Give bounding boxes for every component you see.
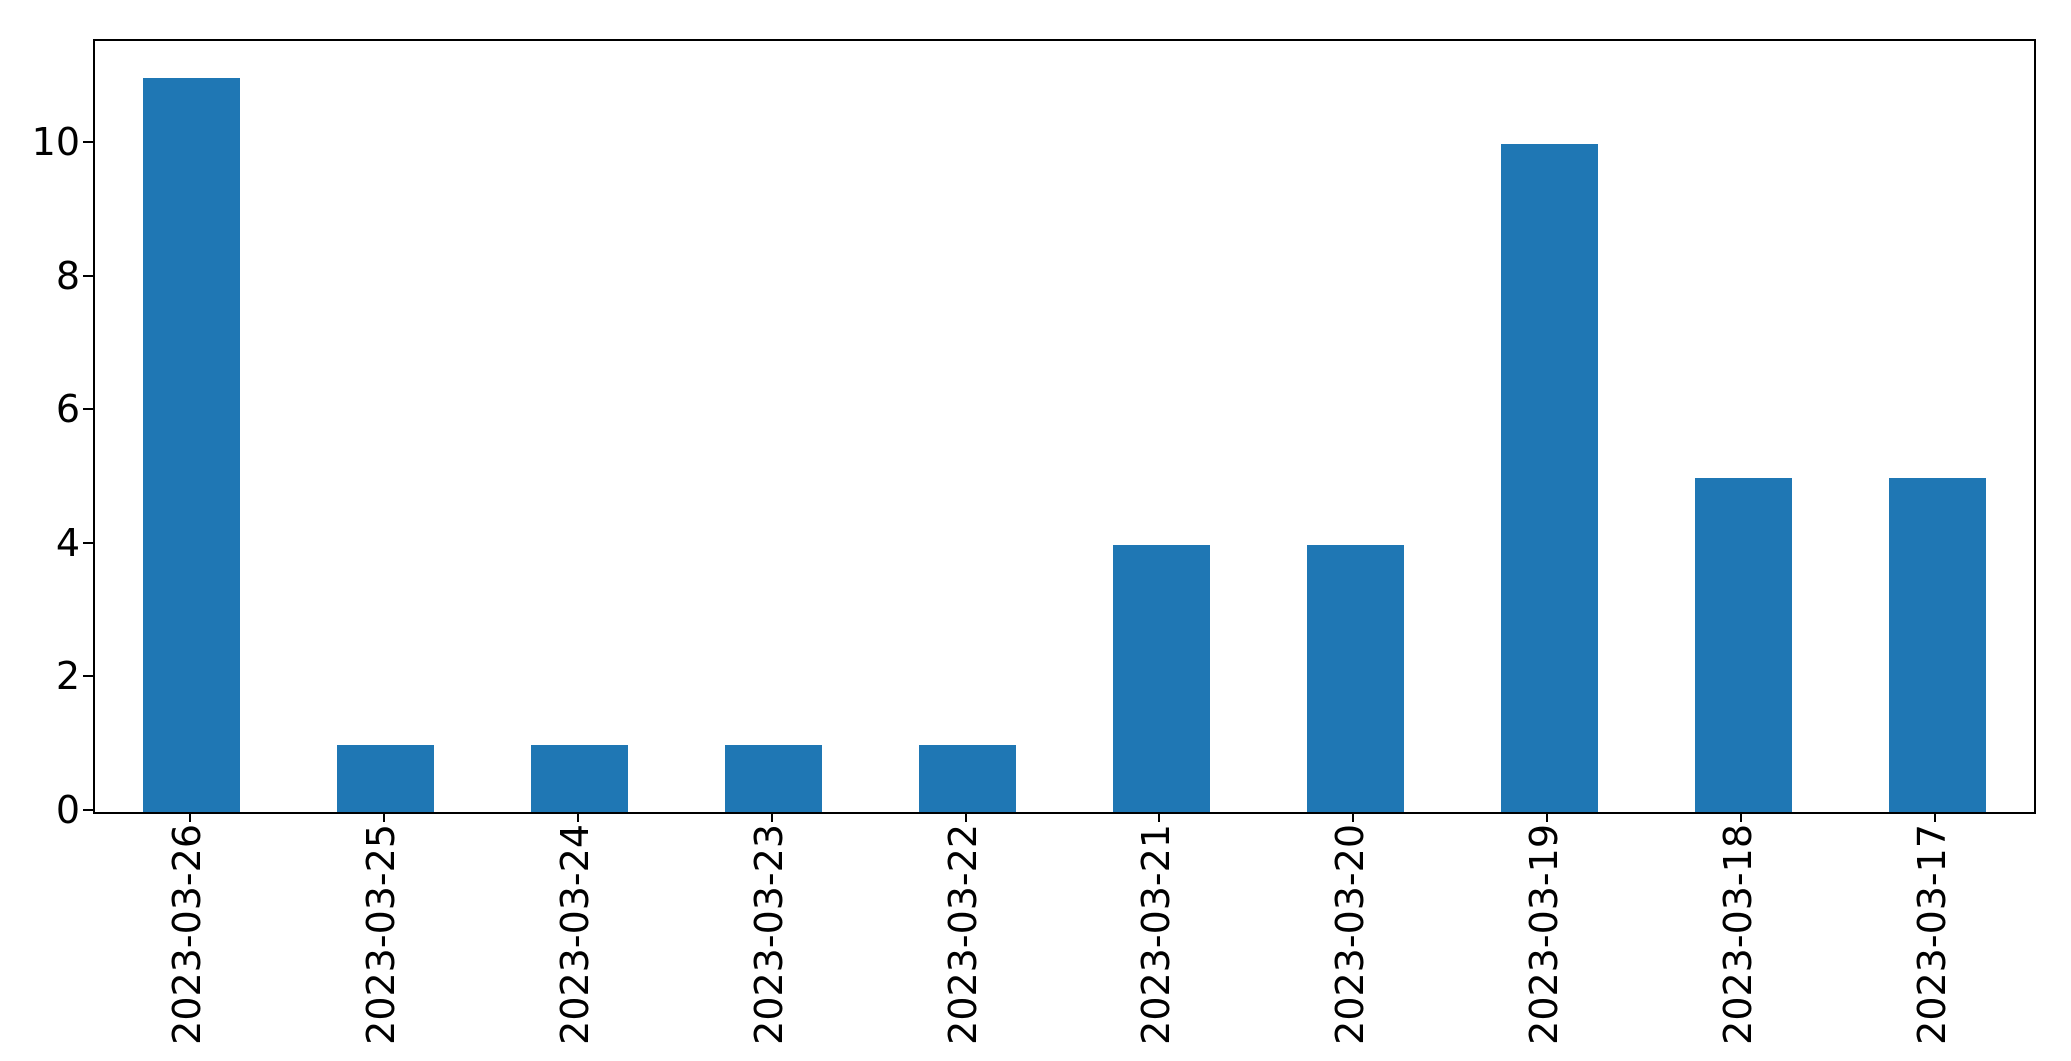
x-tick-mark: [1352, 812, 1355, 822]
x-tick-label: 2023-03-20: [1328, 824, 1373, 1045]
x-tick-label: 2023-03-24: [552, 824, 597, 1045]
x-tick-mark: [770, 812, 773, 822]
y-tick-mark: [83, 274, 93, 277]
y-tick-mark: [83, 408, 93, 411]
bar-2023-03-20: [1306, 545, 1404, 812]
y-tick-label: 8: [55, 253, 80, 298]
x-tick-label: 2023-03-25: [358, 824, 403, 1045]
bar-2023-03-23: [725, 745, 823, 812]
x-tick-mark: [964, 812, 967, 822]
bar-2023-03-18: [1694, 478, 1792, 812]
x-tick-mark: [382, 812, 385, 822]
bar-2023-03-25: [337, 745, 435, 812]
y-tick-label: 2: [55, 654, 80, 699]
y-tick-label: 10: [31, 120, 80, 165]
bar-2023-03-26: [143, 77, 241, 812]
y-tick-label: 6: [55, 387, 80, 432]
x-tick-mark: [1546, 812, 1549, 822]
bar-2023-03-22: [919, 745, 1016, 812]
y-tick-mark: [83, 675, 93, 678]
x-tick-mark: [188, 812, 191, 822]
bar-2023-03-21: [1112, 545, 1210, 812]
x-tick-label: 2023-03-19: [1522, 824, 1567, 1045]
y-tick-mark: [83, 809, 93, 811]
x-tick-mark: [1158, 812, 1161, 822]
plot-area: [93, 39, 2036, 814]
x-tick-label: 2023-03-21: [1134, 824, 1179, 1045]
bar-2023-03-24: [531, 745, 629, 812]
y-tick-label: 4: [55, 520, 80, 565]
y-tick-label: 0: [55, 788, 80, 832]
x-tick-label: 2023-03-23: [746, 824, 791, 1045]
x-tick-mark: [1934, 812, 1937, 822]
x-tick-mark: [1740, 812, 1743, 822]
x-tick-label: 2023-03-17: [1910, 824, 1955, 1045]
bar-2023-03-17: [1888, 478, 1986, 812]
x-tick-mark: [576, 812, 579, 822]
y-tick-mark: [83, 141, 93, 144]
bar-2023-03-19: [1500, 144, 1598, 812]
x-tick-label: 2023-03-18: [1716, 824, 1761, 1045]
x-tick-label: 2023-03-26: [164, 824, 209, 1045]
y-tick-mark: [83, 541, 93, 544]
x-tick-label: 2023-03-22: [940, 824, 985, 1045]
